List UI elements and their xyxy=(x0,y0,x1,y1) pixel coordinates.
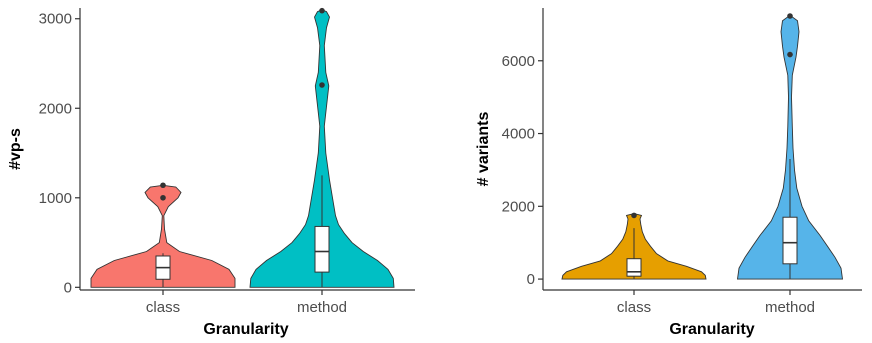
y-tick-label: 3000 xyxy=(39,11,72,28)
variants-violin-panel: 0 2000 4000 6000 class method Granularity # … xyxy=(475,8,862,338)
class-outlier-point xyxy=(160,182,166,189)
method-outlier-point xyxy=(787,13,793,19)
method-outlier-point xyxy=(319,82,325,88)
y-tick-label: 0 xyxy=(527,271,535,288)
x-axis-title: Granularity xyxy=(669,321,754,338)
y-tick-label: 4000 xyxy=(502,126,535,143)
y-tick-label: 2000 xyxy=(39,100,72,117)
y-ticks: 0 2000 4000 6000 xyxy=(502,53,543,288)
method-box xyxy=(314,225,330,273)
class-outlier-point xyxy=(160,194,166,201)
x-tick-label-class: class xyxy=(617,299,651,316)
y-tick-label: 6000 xyxy=(502,53,535,70)
x-tick-label-method: method xyxy=(765,299,815,316)
method-box xyxy=(782,216,798,265)
method-violin xyxy=(736,14,844,280)
class-box xyxy=(626,258,642,277)
class-violin xyxy=(90,184,236,288)
method-outlier-point xyxy=(787,51,793,58)
y-axis-title: #vp-s xyxy=(7,128,24,170)
y-tick-label: 0 xyxy=(64,279,72,296)
y-ticks: 0 1000 2000 3000 xyxy=(39,11,80,296)
x-ticks: class method xyxy=(617,290,815,316)
x-axis-title: Granularity xyxy=(203,321,288,338)
x-tick-label-method: method xyxy=(297,299,347,316)
y-tick-label: 2000 xyxy=(502,198,535,215)
class-outlier-point xyxy=(631,212,637,219)
method-outlier-point xyxy=(319,7,325,14)
x-tick-label-class: class xyxy=(146,299,180,316)
y-axis-title: # variants xyxy=(475,112,492,187)
y-tick-label: 1000 xyxy=(39,190,72,207)
violins xyxy=(90,7,395,288)
violins xyxy=(561,13,844,280)
x-ticks: class method xyxy=(146,290,347,316)
vp-s-violin-panel: 0 1000 2000 3000 class method Granularity #v… xyxy=(7,7,415,338)
